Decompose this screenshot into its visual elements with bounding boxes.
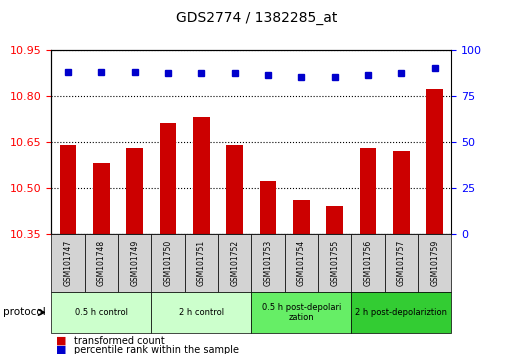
Text: GSM101756: GSM101756 [364,240,372,286]
Text: 0.5 h post-depolari
zation: 0.5 h post-depolari zation [262,303,341,322]
Text: 2 h post-depolariztion: 2 h post-depolariztion [356,308,447,317]
Text: protocol: protocol [3,307,45,318]
Text: GSM101757: GSM101757 [397,240,406,286]
Text: GSM101751: GSM101751 [197,240,206,286]
Text: ■: ■ [56,336,67,346]
Bar [326,206,343,234]
Text: GSM101748: GSM101748 [97,240,106,286]
Bar [193,117,210,234]
Text: GSM101759: GSM101759 [430,240,439,286]
Bar [293,200,310,234]
Text: transformed count: transformed count [74,336,165,346]
Text: GSM101752: GSM101752 [230,240,239,286]
Bar [393,151,410,234]
Bar [360,148,377,234]
Bar [426,90,443,234]
Text: 2 h control: 2 h control [179,308,224,317]
Text: GSM101753: GSM101753 [264,240,272,286]
Text: GSM101750: GSM101750 [164,240,172,286]
Text: GSM101749: GSM101749 [130,240,139,286]
Text: percentile rank within the sample: percentile rank within the sample [74,345,240,354]
Text: 0.5 h control: 0.5 h control [75,308,128,317]
Bar [260,182,277,234]
Bar [126,148,143,234]
Bar [60,145,76,234]
Text: GSM101747: GSM101747 [64,240,72,286]
Bar [160,123,176,234]
Text: GSM101754: GSM101754 [297,240,306,286]
Text: ■: ■ [56,345,67,354]
Bar [226,145,243,234]
Bar [93,163,110,234]
Text: GSM101755: GSM101755 [330,240,339,286]
Text: GDS2774 / 1382285_at: GDS2774 / 1382285_at [176,11,337,25]
